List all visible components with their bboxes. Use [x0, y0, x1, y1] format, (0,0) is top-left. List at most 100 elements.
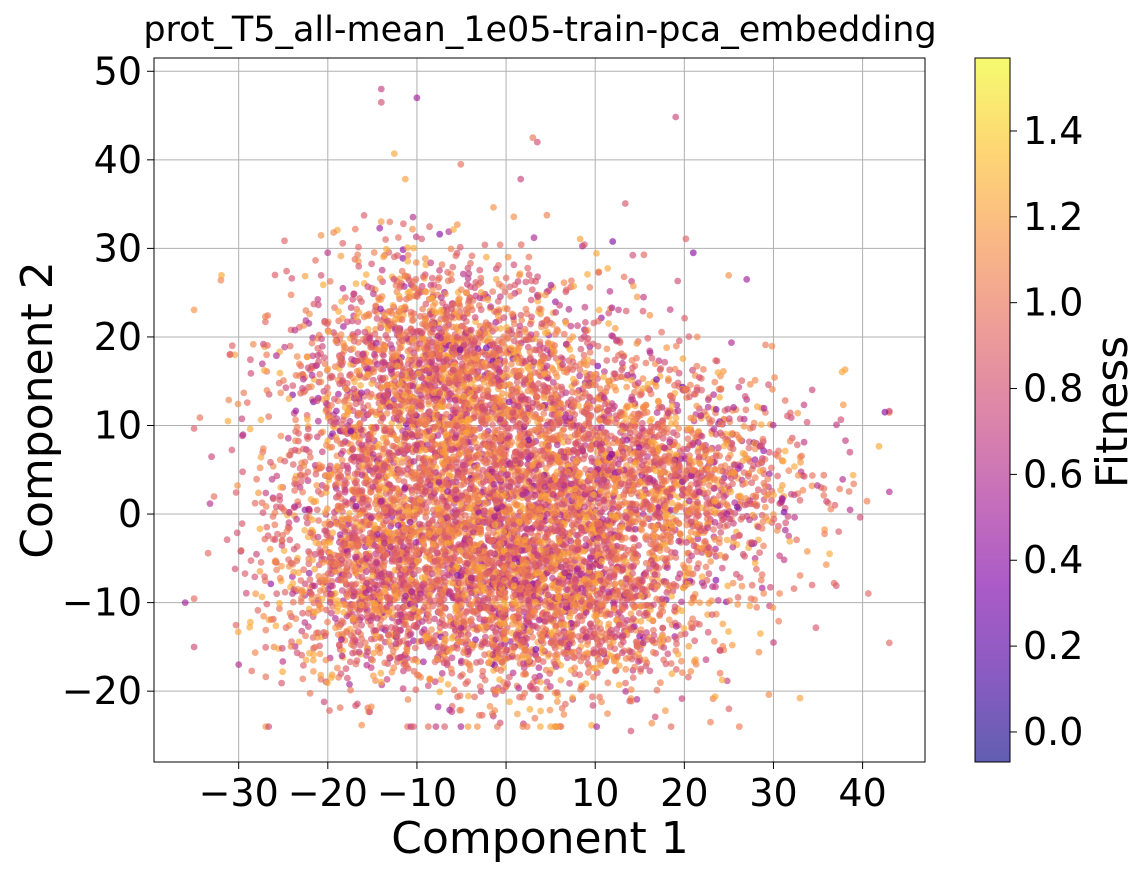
scatter-point	[278, 680, 285, 687]
scatter-point	[709, 611, 716, 618]
scatter-point	[615, 307, 622, 314]
scatter-point	[252, 649, 259, 656]
scatter-point	[422, 301, 429, 308]
scatter-point	[354, 251, 361, 258]
scatter-point	[310, 668, 317, 675]
scatter-point	[439, 670, 446, 677]
scatter-point	[321, 699, 328, 706]
scatter-point	[478, 688, 485, 695]
scatter-point	[534, 273, 541, 280]
scatter-point	[717, 529, 724, 536]
scatter-point	[607, 288, 614, 295]
scatter-point	[305, 364, 312, 371]
scatter-point	[255, 490, 262, 497]
scatter-point	[623, 308, 630, 315]
scatter-point	[303, 514, 310, 521]
scatter-point	[277, 575, 284, 582]
scatter-point	[292, 416, 299, 423]
scatter-point	[503, 275, 510, 282]
scatter-point	[278, 433, 285, 440]
scatter-point	[532, 715, 539, 722]
scatter-point	[343, 480, 350, 487]
scatter-point	[711, 379, 718, 386]
scatter-point	[782, 448, 789, 455]
scatter-point	[302, 273, 309, 280]
scatter-point	[260, 445, 267, 452]
scatter-point	[225, 397, 232, 404]
scatter-point	[537, 679, 544, 686]
scatter-point	[232, 566, 239, 573]
scatter-point	[233, 489, 240, 496]
scatter-point	[864, 498, 871, 505]
scatter-point	[757, 630, 764, 637]
scatter-point	[482, 500, 489, 507]
scatter-point	[482, 242, 489, 249]
scatter-point	[273, 473, 280, 480]
scatter-point	[261, 367, 268, 374]
scatter-point	[752, 560, 759, 567]
scatter-point	[512, 556, 519, 563]
scatter-point	[279, 658, 286, 665]
scatter-point	[319, 343, 326, 350]
scatter-point	[566, 680, 573, 687]
scatter-point	[527, 706, 534, 713]
scatter-point	[561, 279, 568, 286]
scatter-point	[654, 687, 661, 694]
scatter-point	[536, 305, 543, 312]
scatter-point	[454, 693, 461, 700]
scatter-point	[270, 496, 277, 503]
scatter-point	[714, 358, 721, 365]
scatter-point	[384, 335, 391, 342]
scatter-point	[526, 271, 533, 278]
scatter-point	[257, 568, 264, 575]
scatter-point	[378, 218, 385, 225]
scatter-point	[705, 629, 712, 636]
scatter-point	[760, 436, 767, 443]
scatter-point	[762, 342, 769, 349]
scatter-point	[390, 664, 397, 671]
scatter-point	[713, 577, 720, 584]
scatter-point	[343, 665, 350, 672]
scatter-point	[318, 232, 325, 239]
scatter-point	[675, 407, 682, 414]
scatter-point	[797, 497, 804, 504]
scatter-point	[647, 312, 654, 319]
scatter-point	[657, 679, 664, 686]
scatter-point	[562, 701, 569, 708]
scatter-point	[726, 415, 733, 422]
scatter-point	[544, 329, 551, 336]
scatter-point	[550, 379, 557, 386]
scatter-point	[277, 390, 284, 397]
scatter-point	[429, 275, 436, 282]
scatter-point	[575, 633, 582, 640]
scatter-point	[315, 418, 322, 425]
scatter-point	[229, 447, 236, 454]
scatter-point	[235, 629, 242, 636]
scatter-point	[828, 506, 835, 513]
scatter-point	[593, 723, 600, 730]
scatter-point	[338, 670, 345, 677]
scatter-point	[679, 669, 686, 676]
scatter-point	[650, 627, 657, 634]
scatter-point	[577, 361, 584, 368]
scatter-point	[528, 277, 535, 284]
scatter-point	[603, 357, 610, 364]
scatter-point	[719, 677, 726, 684]
scatter-point	[234, 529, 241, 536]
scatter-point	[725, 628, 732, 635]
scatter-point	[248, 668, 255, 675]
scatter-point	[465, 275, 472, 282]
scatter-point	[710, 391, 717, 398]
scatter-point	[400, 685, 407, 692]
scatter-point	[547, 604, 554, 611]
scatter-point	[741, 553, 748, 560]
scatter-point	[801, 439, 808, 446]
scatter-point	[589, 693, 596, 700]
scatter-point	[794, 410, 801, 417]
scatter-point	[596, 307, 603, 314]
scatter-point	[450, 226, 457, 233]
scatter-point	[756, 549, 763, 556]
scatter-point	[321, 354, 328, 361]
scatter-point	[240, 390, 247, 397]
scatter-point	[735, 594, 742, 601]
